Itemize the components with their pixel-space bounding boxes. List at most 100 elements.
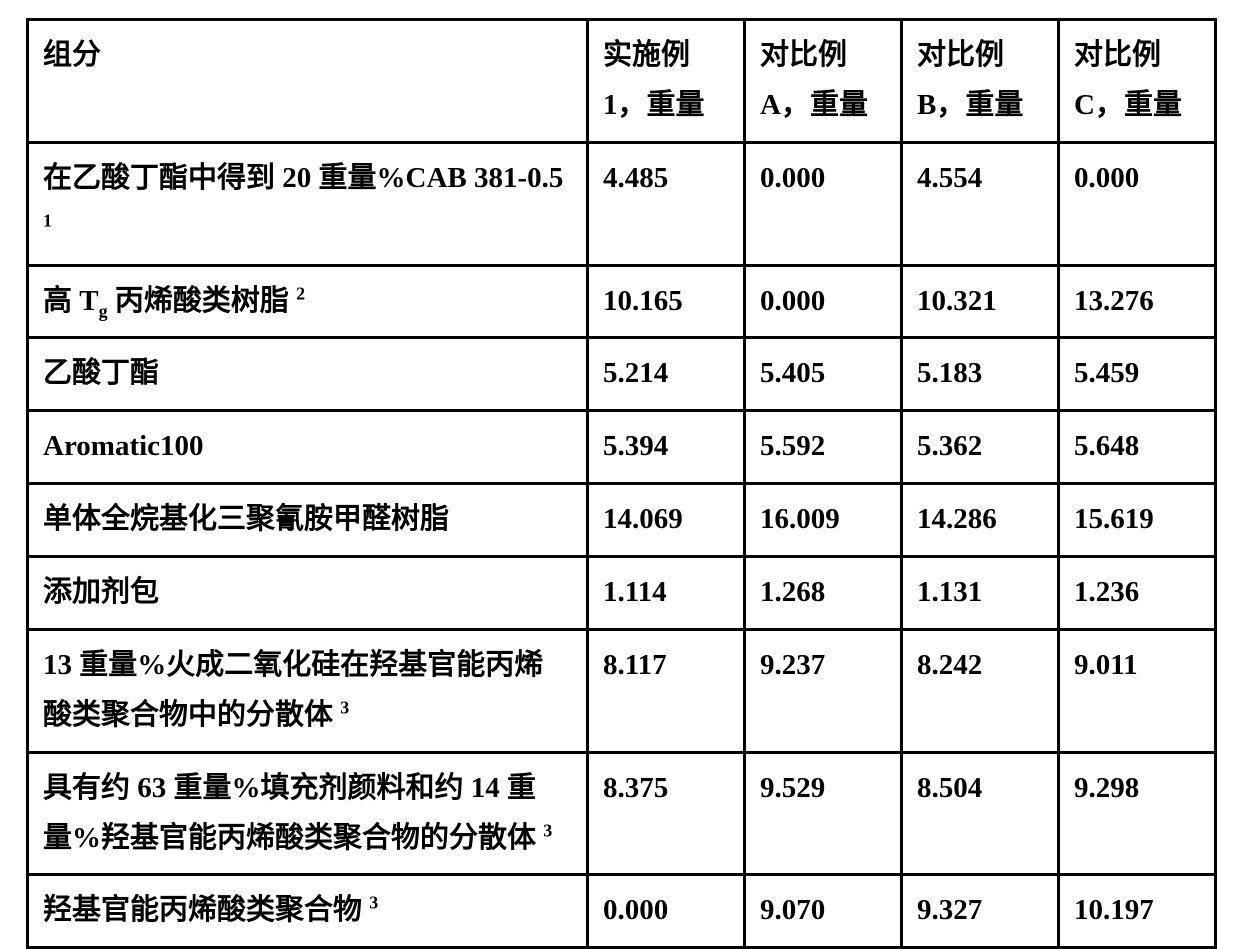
- row-0-val-3-text: 0.000: [1074, 162, 1139, 194]
- row-3-name: Aromatic100: [28, 411, 588, 484]
- row-8-val-3: 10.197: [1059, 875, 1216, 948]
- row-2-val-1: 5.405: [745, 338, 902, 411]
- row-2-name: 乙酸丁酯: [28, 338, 588, 411]
- row-1-val-1: 0.000: [745, 265, 902, 338]
- row-4-val-0: 14.069: [588, 484, 745, 557]
- row-7-name-sup: 3: [543, 820, 552, 840]
- row-1-val-3: 13.276: [1059, 265, 1216, 338]
- row-6-name-pre: 13 重量%火成二氧化硅在羟基官能丙烯酸类聚合物中的分散体: [43, 649, 543, 731]
- table-row: 13 重量%火成二氧化硅在羟基官能丙烯酸类聚合物中的分散体 3 8.117 9.…: [28, 629, 1216, 752]
- row-6-name: 13 重量%火成二氧化硅在羟基官能丙烯酸类聚合物中的分散体 3: [28, 629, 588, 752]
- row-1-name-pre: 高 T: [43, 285, 99, 317]
- table-row: Aromatic100 5.394 5.592 5.362 5.648: [28, 411, 1216, 484]
- row-2-val-3-text: 5.459: [1074, 357, 1139, 389]
- row-7-val-1-text: 9.529: [760, 772, 825, 804]
- table-row: 添加剂包 1.114 1.268 1.131 1.236: [28, 557, 1216, 630]
- row-6-val-3-text: 9.011: [1074, 649, 1138, 681]
- row-0-val-2-text: 4.554: [917, 162, 982, 194]
- row-4-name-pre: 单体全烷基化三聚氰胺甲醛树脂: [43, 503, 449, 535]
- row-5-val-1-text: 1.268: [760, 576, 825, 608]
- row-1-name-sub: g: [99, 300, 108, 320]
- row-8-val-2-text: 9.327: [917, 894, 982, 926]
- row-4-name: 单体全烷基化三聚氰胺甲醛树脂: [28, 484, 588, 557]
- row-0-name-sup: 1: [43, 210, 52, 230]
- row-0-val-1: 0.000: [745, 142, 902, 265]
- row-7-val-2-text: 8.504: [917, 772, 982, 804]
- row-1-name: 高 Tg 丙烯酸类树脂 2: [28, 265, 588, 338]
- page: 组分 实施例 1，重量 对比例 A，重量 对比例 B，重量: [0, 0, 1240, 891]
- row-4-val-2-text: 14.286: [917, 503, 997, 535]
- row-0-val-3: 0.000: [1059, 142, 1216, 265]
- row-2-val-2: 5.183: [902, 338, 1059, 411]
- row-0-val-2: 4.554: [902, 142, 1059, 265]
- row-1-name-mid: 丙烯酸类树脂: [108, 285, 297, 317]
- table-row: 单体全烷基化三聚氰胺甲醛树脂 14.069 16.009 14.286 15.6…: [28, 484, 1216, 557]
- row-1-val-0: 10.165: [588, 265, 745, 338]
- row-3-val-1-text: 5.592: [760, 430, 825, 462]
- row-3-val-3-text: 5.648: [1074, 430, 1139, 462]
- row-8-val-3-text: 10.197: [1074, 894, 1154, 926]
- row-4-val-0-text: 14.069: [603, 503, 683, 535]
- table-row: 高 Tg 丙烯酸类树脂 2 10.165 0.000 10.321 13.276: [28, 265, 1216, 338]
- row-7-val-0: 8.375: [588, 752, 745, 875]
- row-7-val-0-text: 8.375: [603, 772, 668, 804]
- header-col-3: 对比例 B，重量: [902, 20, 1059, 143]
- row-8-name-sup: 3: [369, 893, 378, 913]
- row-0-name: 在乙酸丁酯中得到 20 重量%CAB 381-0.51: [28, 142, 588, 265]
- header-col-3-line1: 对比例: [917, 39, 1004, 71]
- row-2-val-2-text: 5.183: [917, 357, 982, 389]
- row-3-val-2-text: 5.362: [917, 430, 982, 462]
- row-4-val-1-text: 16.009: [760, 503, 840, 535]
- row-7-val-1: 9.529: [745, 752, 902, 875]
- row-1-val-0-text: 10.165: [603, 285, 683, 317]
- row-3-val-3: 5.648: [1059, 411, 1216, 484]
- table-row: 乙酸丁酯 5.214 5.405 5.183 5.459: [28, 338, 1216, 411]
- row-6-val-0-text: 8.117: [603, 649, 667, 681]
- row-6-val-3: 9.011: [1059, 629, 1216, 752]
- row-0-val-1-text: 0.000: [760, 162, 825, 194]
- row-8-name: 羟基官能丙烯酸类聚合物 3: [28, 875, 588, 948]
- row-1-name-sup: 2: [296, 283, 305, 303]
- row-5-val-0: 1.114: [588, 557, 745, 630]
- row-8-val-1-text: 9.070: [760, 894, 825, 926]
- table-row: 具有约 63 重量%填充剂颜料和约 14 重量%羟基官能丙烯酸类聚合物的分散体 …: [28, 752, 1216, 875]
- row-8-val-0: 0.000: [588, 875, 745, 948]
- row-8-val-1: 9.070: [745, 875, 902, 948]
- row-1-val-2: 10.321: [902, 265, 1059, 338]
- row-0-val-0-text: 4.485: [603, 162, 668, 194]
- row-5-name: 添加剂包: [28, 557, 588, 630]
- row-1-val-1-text: 0.000: [760, 285, 825, 317]
- row-0-val-0: 4.485: [588, 142, 745, 265]
- header-col-4: 对比例 C，重量: [1059, 20, 1216, 143]
- header-col-1: 实施例 1，重量: [588, 20, 745, 143]
- row-1-val-3-text: 13.276: [1074, 285, 1154, 317]
- row-5-val-2-text: 1.131: [917, 576, 982, 608]
- row-3-val-0: 5.394: [588, 411, 745, 484]
- header-component: 组分: [28, 20, 588, 143]
- row-6-val-1: 9.237: [745, 629, 902, 752]
- table-row: 羟基官能丙烯酸类聚合物 3 0.000 9.070 9.327 10.197: [28, 875, 1216, 948]
- row-2-val-1-text: 5.405: [760, 357, 825, 389]
- row-6-val-1-text: 9.237: [760, 649, 825, 681]
- row-2-val-0: 5.214: [588, 338, 745, 411]
- header-component-line1: 组分: [43, 39, 101, 71]
- row-4-val-3-text: 15.619: [1074, 503, 1154, 535]
- row-2-name-pre: 乙酸丁酯: [43, 357, 159, 389]
- header-col-1-line2: 1，重量: [603, 81, 729, 131]
- row-5-val-3-text: 1.236: [1074, 576, 1139, 608]
- row-2-val-3: 5.459: [1059, 338, 1216, 411]
- header-col-4-line1: 对比例: [1074, 39, 1161, 71]
- header-col-2-line1: 对比例: [760, 39, 847, 71]
- row-4-val-2: 14.286: [902, 484, 1059, 557]
- row-5-val-2: 1.131: [902, 557, 1059, 630]
- header-col-4-line2: C，重量: [1074, 81, 1200, 131]
- row-6-val-2-text: 8.242: [917, 649, 982, 681]
- row-6-val-2: 8.242: [902, 629, 1059, 752]
- header-col-2: 对比例 A，重量: [745, 20, 902, 143]
- row-7-val-2: 8.504: [902, 752, 1059, 875]
- row-1-val-2-text: 10.321: [917, 285, 997, 317]
- row-7-val-3: 9.298: [1059, 752, 1216, 875]
- row-4-val-1: 16.009: [745, 484, 902, 557]
- table-row: 在乙酸丁酯中得到 20 重量%CAB 381-0.51 4.485 0.000 …: [28, 142, 1216, 265]
- row-5-val-1: 1.268: [745, 557, 902, 630]
